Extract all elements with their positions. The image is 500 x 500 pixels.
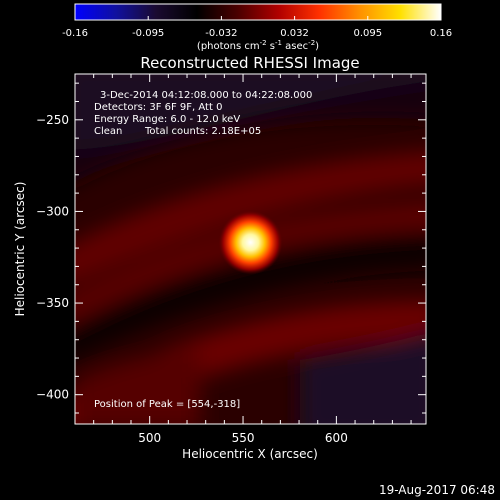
x-tick-label: 600 <box>325 431 348 445</box>
colorbar-tick-label: 0.095 <box>353 28 382 39</box>
colorbar-unit-label: (photons cm-2 s-1 asec-2) <box>197 39 319 52</box>
colorbar <box>74 3 442 21</box>
plot-frame <box>74 73 427 425</box>
annotation-peak-position: Position of Peak = [554,-318] <box>94 399 240 410</box>
colorbar-ticks: -0.16 -0.095 -0.032 0.032 0.095 0.16 <box>62 16 452 39</box>
y-tick-label: −250 <box>36 113 69 127</box>
y-tick-label: −300 <box>36 204 69 218</box>
colorbar-tick-label: -0.032 <box>205 28 237 39</box>
annotation-detectors: Detectors: 3F 6F 9F, Att 0 <box>94 102 222 113</box>
annotation-counts: Total counts: 2.18E+05 <box>144 126 261 137</box>
y-tick-label: −400 <box>36 388 69 402</box>
timestamp: 19-Aug-2017 06:48 <box>379 483 495 497</box>
annotation-energy: Energy Range: 6.0 - 12.0 keV <box>94 114 240 125</box>
heatmap-image <box>75 74 426 424</box>
y-tick-label: −350 <box>36 296 69 310</box>
annotation-time-range: 3-Dec-2014 04:12:08.000 to 04:22:08.000 <box>100 90 312 101</box>
colorbar-tick-label: -0.095 <box>132 28 164 39</box>
colorbar-tick-label: -0.16 <box>62 28 88 39</box>
x-tick-label: 550 <box>232 431 255 445</box>
axis-ticks: 500 550 600 −250 −300 −350 −400 <box>36 74 426 445</box>
colorbar-tick-label: 0.16 <box>430 28 452 39</box>
y-axis-label: Heliocentric Y (arcsec) <box>13 182 27 317</box>
flare-peak <box>218 210 283 275</box>
chart-title: Reconstructed RHESSI Image <box>140 54 359 72</box>
colorbar-tick-label: 0.032 <box>280 28 309 39</box>
x-tick-label: 500 <box>138 431 161 445</box>
annotation-method: Clean <box>94 126 122 137</box>
x-axis-label: Heliocentric X (arcsec) <box>182 447 318 461</box>
